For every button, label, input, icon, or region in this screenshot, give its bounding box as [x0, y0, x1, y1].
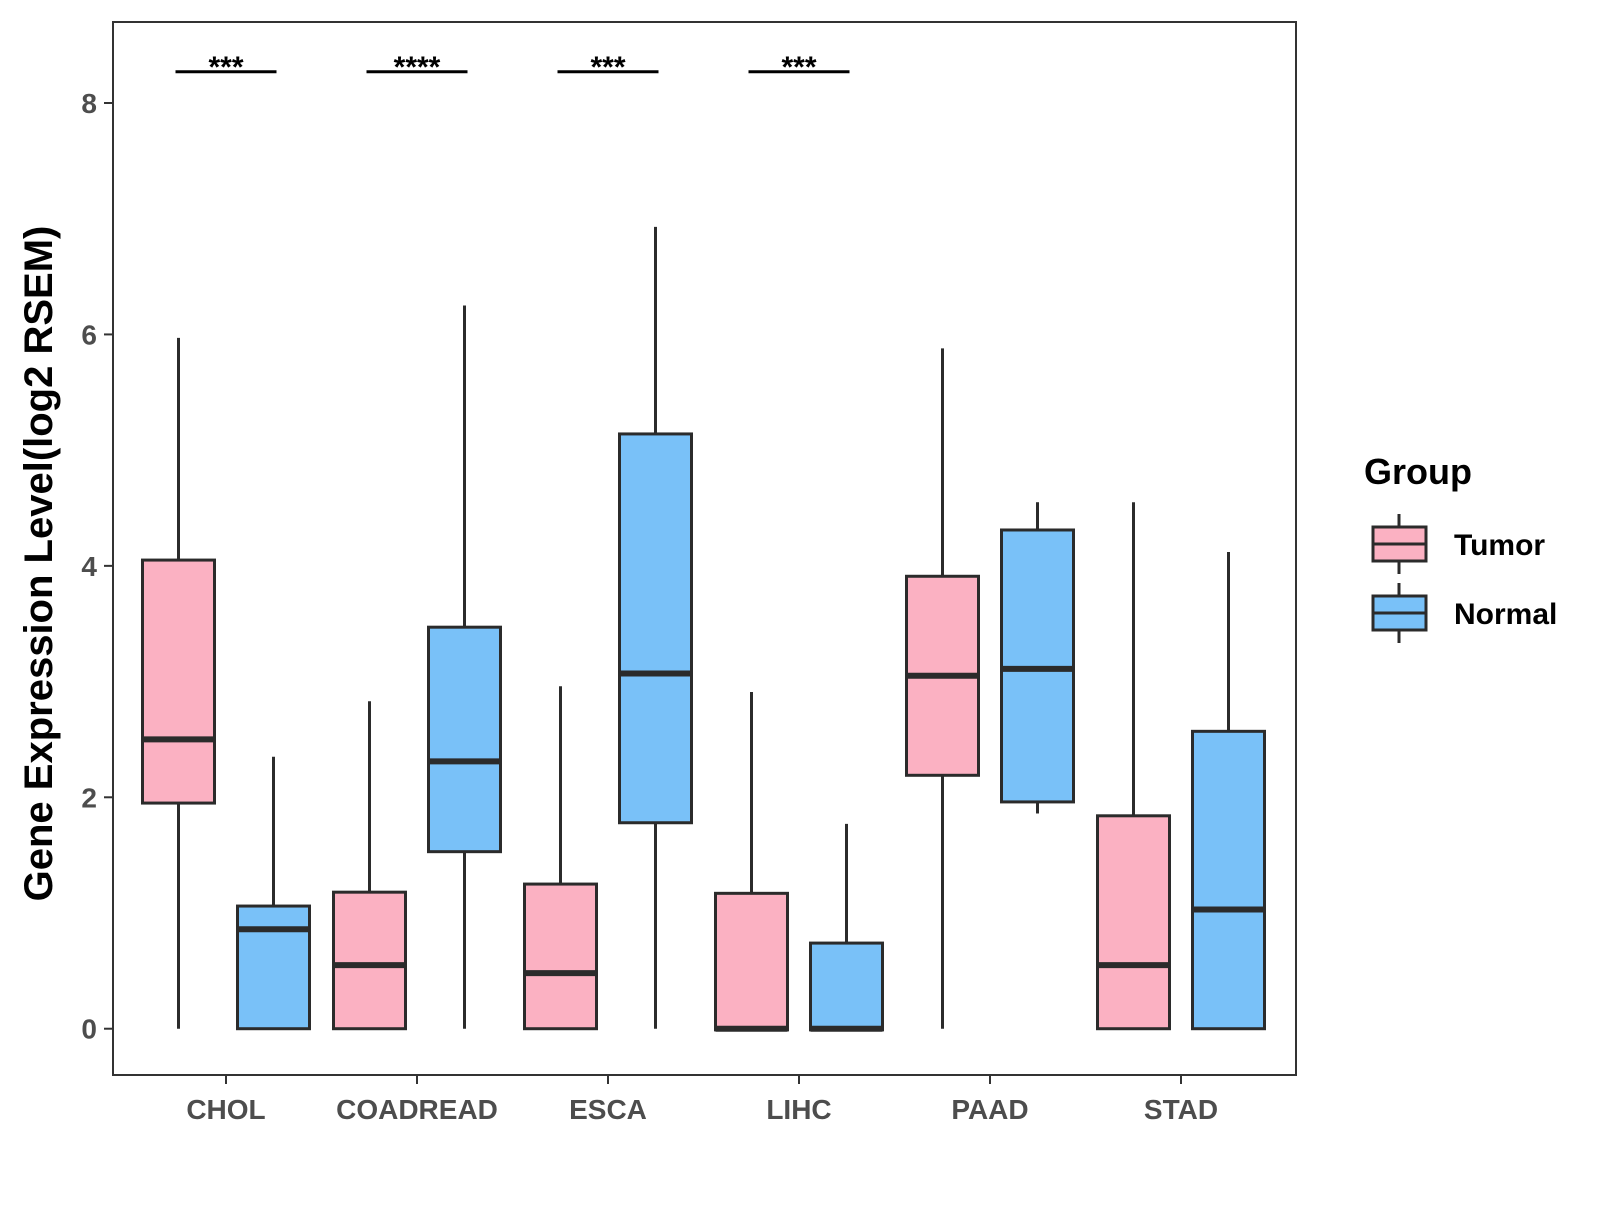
- box-tumor-chol: [141, 337, 216, 1029]
- box-normal-paad: [1000, 502, 1075, 814]
- y-tick-label: 0: [81, 1014, 97, 1045]
- legend-title: Group: [1364, 451, 1472, 492]
- box-tumor-stad: [1096, 502, 1171, 1031]
- box-normal-stad: [1191, 551, 1266, 1031]
- axes: 0 2 4 6 8 CHOL COADREAD ESCA LIHC PAAD STAD Gene Ex…: [17, 88, 1218, 1125]
- legend-item-normal: Normal: [1371, 583, 1557, 643]
- box-body: [141, 558, 216, 805]
- box-normal-lihc: [809, 823, 884, 1032]
- significance-label: ***: [590, 51, 625, 84]
- box-body: [427, 625, 502, 854]
- significance-label: ***: [208, 51, 243, 84]
- significance-label: ***: [781, 51, 816, 84]
- box-normal-coadread: [427, 305, 502, 1029]
- significance-label: ****: [394, 51, 441, 84]
- significance-annotations: *** **** *** ***: [175, 51, 850, 84]
- box-tumor-coadread: [332, 701, 407, 1031]
- x-tick-label: ESCA: [569, 1094, 647, 1125]
- box-tumor-paad: [905, 348, 980, 1029]
- box-body: [618, 432, 693, 825]
- box-body: [1096, 814, 1171, 1031]
- legend-item-tumor: Tumor: [1371, 514, 1545, 574]
- box-body: [809, 941, 884, 1032]
- box-normal-esca: [618, 226, 693, 1029]
- box-normal-chol: [236, 756, 311, 1031]
- y-tick-label: 4: [81, 551, 97, 582]
- x-tick-label: COADREAD: [336, 1094, 498, 1125]
- legend-label: Tumor: [1454, 529, 1545, 562]
- box-body: [714, 891, 789, 1032]
- y-tick-label: 8: [81, 88, 97, 119]
- plot-area: [112, 21, 1297, 1076]
- box-body: [332, 890, 407, 1031]
- y-tick-label: 2: [81, 782, 97, 813]
- y-axis-title: Gene Expression Level(log2 RSEM): [17, 226, 61, 902]
- box-tumor-esca: [523, 686, 598, 1031]
- y-tick-label: 6: [81, 319, 97, 350]
- box-tumor-lihc: [714, 691, 789, 1032]
- x-tick-label: PAAD: [951, 1094, 1028, 1125]
- x-tick-label: LIHC: [766, 1094, 831, 1125]
- box-body: [236, 904, 311, 1031]
- legend-label: Normal: [1454, 598, 1557, 631]
- legend: Group Tumor Normal: [1364, 451, 1557, 643]
- x-tick-label: CHOL: [186, 1094, 265, 1125]
- box-body: [1191, 729, 1266, 1031]
- box-body: [523, 882, 598, 1031]
- x-tick-label: STAD: [1144, 1094, 1218, 1125]
